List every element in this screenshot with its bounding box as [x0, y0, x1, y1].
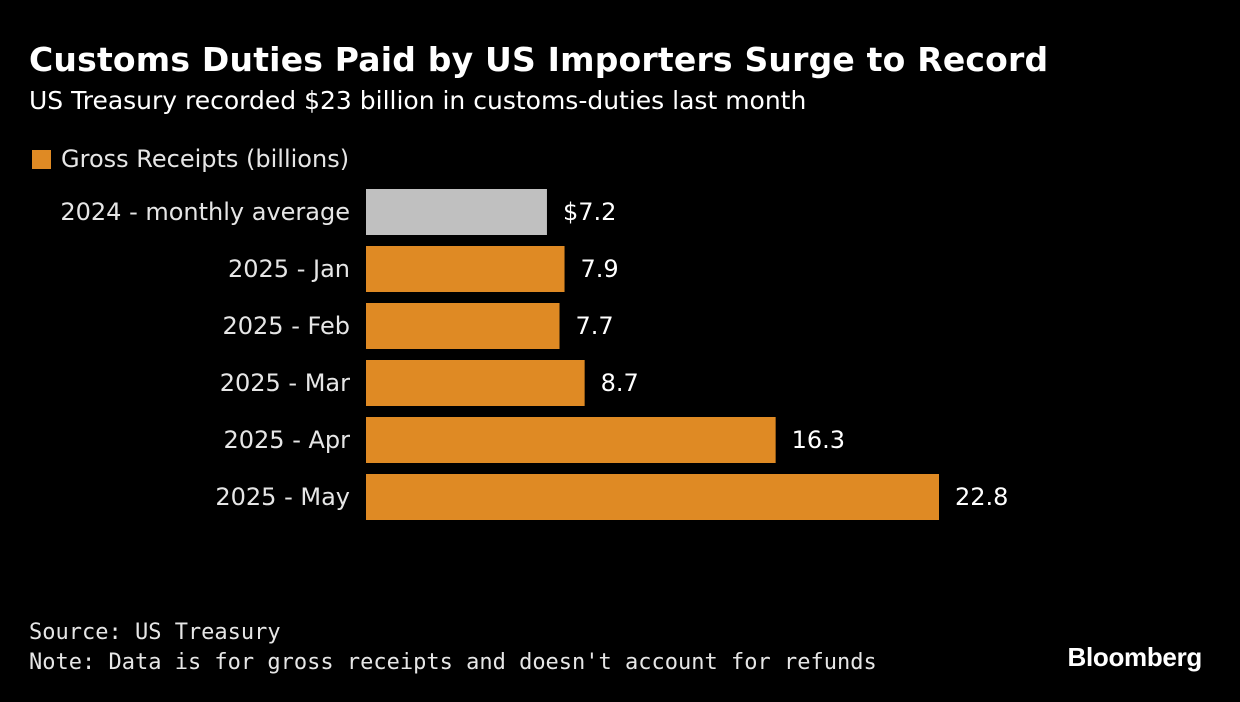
- bar: [366, 417, 776, 463]
- footer: Source: US Treasury Note: Data is for gr…: [29, 618, 877, 678]
- category-label: 2025 - Mar: [220, 369, 350, 397]
- chart-title: Customs Duties Paid by US Importers Surg…: [29, 40, 1049, 79]
- data-note: Note: Data is for gross receipts and doe…: [29, 650, 877, 675]
- legend: Gross Receipts (billions): [32, 145, 349, 173]
- data-label: 7.9: [581, 255, 619, 283]
- chart-subtitle: US Treasury recorded $23 billion in cust…: [29, 86, 807, 115]
- data-label: 16.3: [792, 426, 845, 454]
- data-label: 8.7: [601, 369, 639, 397]
- bar: [366, 303, 560, 349]
- bar: [366, 246, 565, 292]
- legend-label: Gross Receipts (billions): [61, 145, 350, 173]
- bloomberg-logo: Bloomberg: [1067, 642, 1202, 672]
- bar: [366, 360, 585, 406]
- bar: [366, 189, 547, 235]
- category-label: 2025 - Apr: [223, 426, 350, 454]
- category-label: 2025 - Feb: [223, 312, 351, 340]
- category-label: 2025 - May: [215, 483, 350, 511]
- category-label: 2024 - monthly average: [60, 198, 350, 226]
- data-label: $7.2: [563, 198, 616, 226]
- source-note: Source: US Treasury: [29, 620, 281, 645]
- category-label: 2025 - Jan: [228, 255, 350, 283]
- bar: [366, 474, 939, 520]
- data-label: 22.8: [955, 483, 1008, 511]
- legend-swatch: [32, 149, 51, 169]
- data-label: 7.7: [576, 312, 614, 340]
